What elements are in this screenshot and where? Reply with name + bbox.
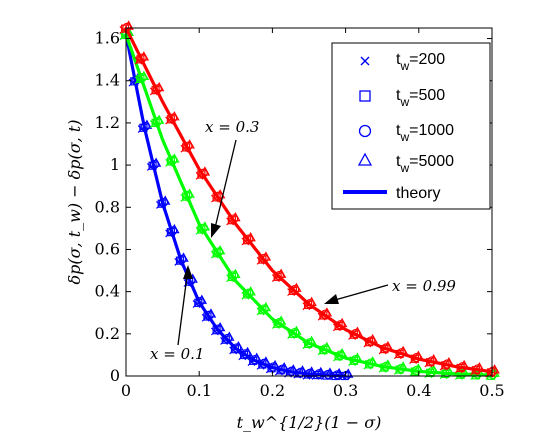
- annotation-x099-arrow: [334, 284, 389, 301]
- theory-line: [124, 27, 493, 374]
- y-tick-label: 1.6: [95, 29, 120, 48]
- series-layer: [119, 20, 500, 381]
- data-point-triangle: [199, 221, 211, 231]
- data-point-triangle: [153, 81, 165, 92]
- theory-line: [124, 33, 493, 377]
- data-point-circle: [259, 304, 269, 314]
- legend-subscript: w: [399, 95, 409, 109]
- data-point-triangle: [230, 268, 241, 279]
- y-tick-label: 0.6: [95, 239, 120, 258]
- annotation-x03-arrow: [214, 139, 237, 229]
- legend-triangle-marker: [357, 152, 373, 166]
- y-tick-label: 0.2: [95, 324, 120, 343]
- x-tick-label: 0.5: [479, 381, 504, 400]
- legend-value: =1000: [409, 122, 454, 139]
- data-point-triangle: [184, 139, 195, 149]
- y-tick-label: 0.4: [95, 282, 120, 301]
- svg-text:tw=1000: tw=1000: [396, 122, 454, 144]
- data-point-triangle: [343, 368, 354, 378]
- data-point-circle: [290, 284, 300, 295]
- svg-text:tw=5000: tw=5000: [396, 153, 454, 175]
- legend-entry-tw1000: tw=1000: [358, 122, 454, 144]
- data-point-triangle: [489, 364, 500, 374]
- data-point-circle: [244, 288, 254, 298]
- legend-label: t: [396, 122, 401, 139]
- data-point-circle: [274, 270, 284, 281]
- y-axis-label: δp(σ, t_w) − δp(σ, t): [65, 119, 84, 284]
- y-tick-label: 0.8: [95, 197, 120, 216]
- x-tick-label: 0.4: [406, 381, 431, 400]
- annotation-x01-text: x = 0.1: [150, 345, 204, 363]
- annotation-x01: x = 0.1: [150, 265, 204, 363]
- data-point-circle: [232, 343, 242, 353]
- axes-layer: 0 0.1 0.2 0.3 0.4 0.5 0 0.2 0.4 0.6 0.8 1 1.2 1.4 1.6: [95, 27, 505, 400]
- series-x01: [119, 26, 354, 381]
- legend-x-marker: [360, 56, 370, 66]
- x-tick-label: 0.2: [260, 381, 285, 400]
- data-point-triangle: [214, 244, 226, 255]
- annotation-x099: x = 0.99: [324, 277, 456, 304]
- legend-value: =5000: [409, 153, 454, 170]
- annotation-x01-arrowhead: [183, 265, 193, 279]
- x-tick-label: 0.1: [186, 381, 211, 400]
- series-x099: [119, 20, 500, 378]
- theory-line: [124, 34, 346, 378]
- legend-value: =500: [409, 87, 445, 104]
- svg-text:tw=500: tw=500: [396, 87, 445, 109]
- y-tick-label: 1.2: [95, 113, 120, 132]
- legend-subscript: w: [399, 59, 409, 73]
- legend-label: t: [396, 153, 401, 170]
- annotation-x099-arrowhead: [324, 294, 339, 304]
- legend-circle-marker: [358, 124, 372, 138]
- legend-box: [331, 42, 491, 210]
- legend-entry-tw500: tw=500: [359, 87, 445, 109]
- data-point-triangle: [138, 51, 150, 61]
- plot-frame: [125, 27, 493, 377]
- x-axis-label: t_w^{1/2}(1 − σ): [237, 413, 382, 432]
- legend-value: =200: [409, 51, 445, 68]
- data-point-circle: [213, 324, 223, 334]
- annotation-x03-arrowhead: [211, 223, 221, 238]
- annotation-x03-text: x = 0.3: [205, 118, 259, 136]
- data-point-triangle: [169, 111, 180, 121]
- x-tick-label: 0.3: [333, 381, 358, 400]
- legend-label: t: [396, 51, 401, 68]
- annotation-x01-arrow: [177, 275, 188, 346]
- legend-entry-tw200: tw=200: [360, 51, 445, 73]
- legend-square-marker: [359, 90, 371, 102]
- y-tick-label: 1: [110, 155, 120, 174]
- data-point-circle: [222, 333, 233, 344]
- legend-entry-tw5000: tw=5000: [357, 152, 454, 175]
- svg-text:tw=200: tw=200: [396, 51, 445, 73]
- y-tick-label: 1.4: [95, 71, 120, 90]
- data-point-circle: [305, 299, 315, 309]
- y-tick-label: 0: [110, 366, 120, 385]
- legend-label: t: [396, 87, 401, 104]
- annotation-x099-text: x = 0.99: [392, 277, 456, 295]
- legend-theory-label: theory: [396, 185, 440, 202]
- annotation-x03: x = 0.3: [205, 118, 259, 238]
- legend-subscript: w: [399, 130, 409, 144]
- legend-subscript: w: [399, 161, 409, 175]
- x-tick-label: 0: [121, 381, 131, 400]
- legend: tw=200 tw=500 tw=1000 tw=5000 theory: [331, 42, 491, 210]
- legend-entry-theory: theory: [343, 185, 440, 202]
- data-point-triangle: [123, 20, 134, 30]
